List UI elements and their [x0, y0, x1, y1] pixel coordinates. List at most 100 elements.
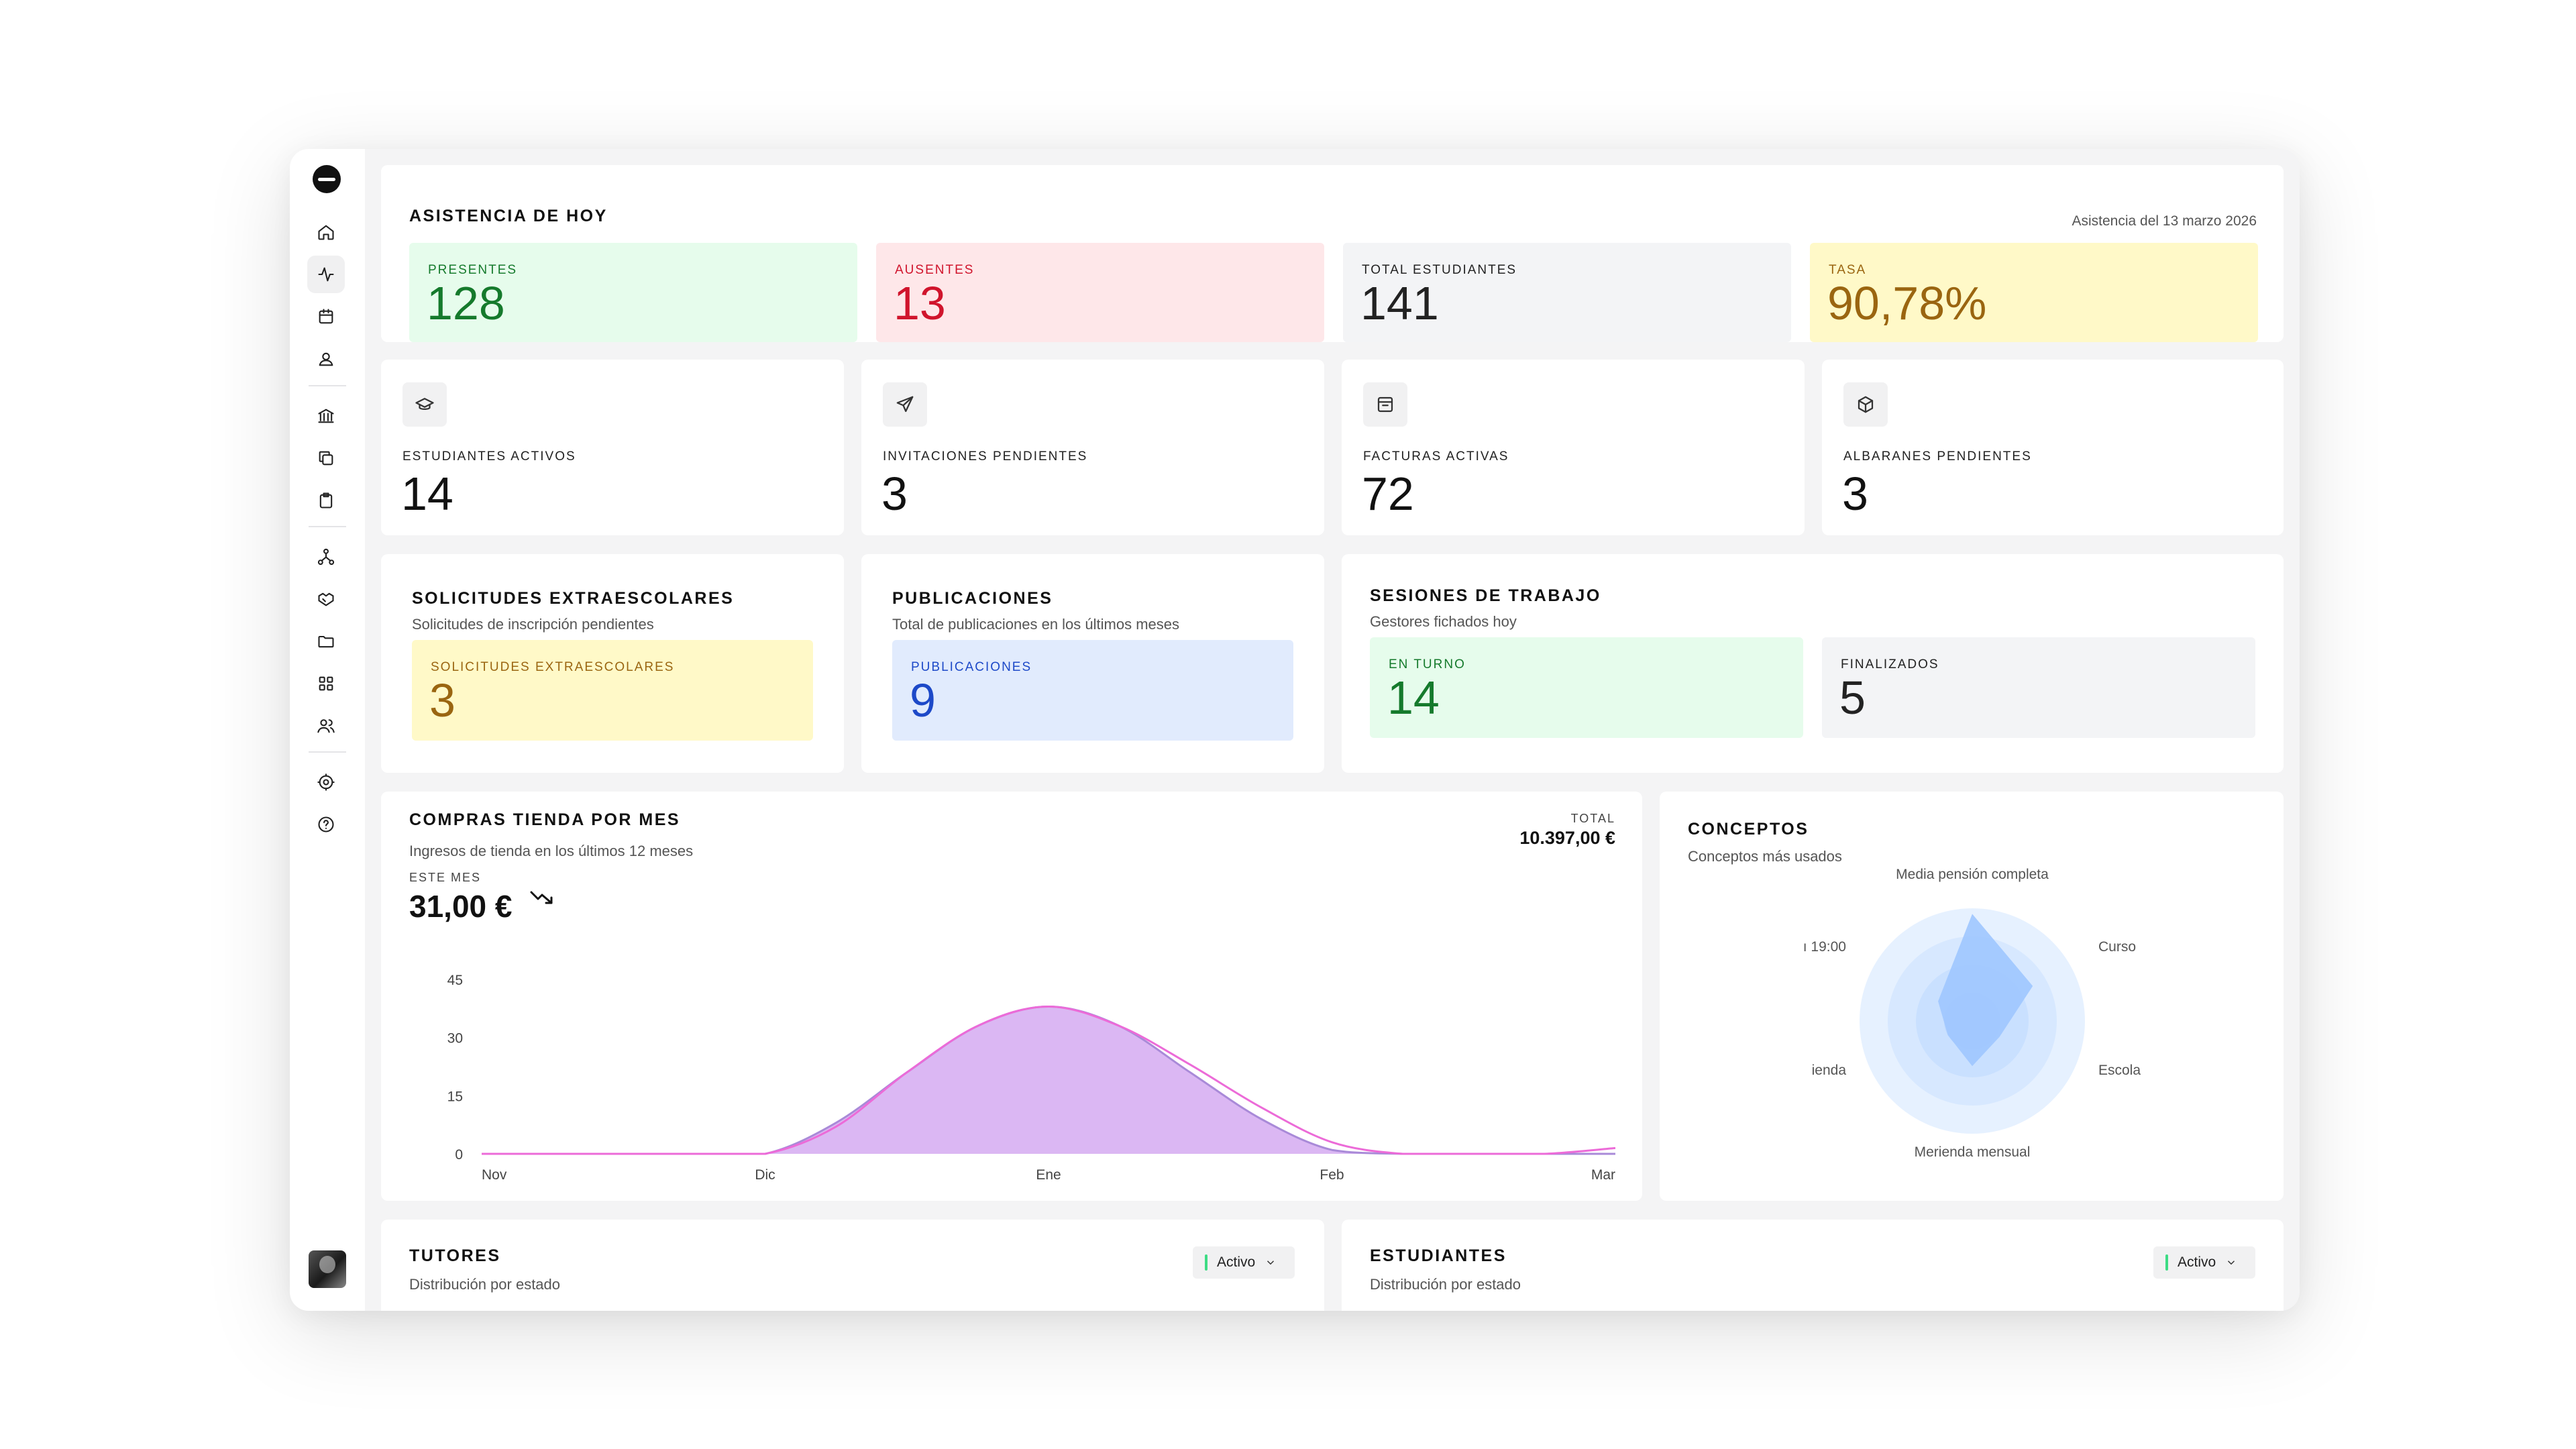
total-students-tile: TOTAL ESTUDIANTES 141	[1343, 243, 1791, 342]
x-tick-label: Dic	[755, 1167, 775, 1183]
status-indicator	[1205, 1254, 1208, 1271]
stat-card-delivery-notes[interactable]: ALBARANES PENDIENTES 3	[1822, 360, 2284, 535]
tutores-card: TUTORES Distribución por estado Activo	[381, 1220, 1324, 1311]
conceptos-subtitle: Conceptos más usados	[1688, 848, 1842, 865]
compras-area-chart[interactable]: 0 15 30 45 Nov Dic Ene Feb Mar	[381, 792, 1642, 1201]
app-window: ASISTENCIA DE HOY Asistencia del 13 marz…	[290, 149, 2300, 1311]
home-icon[interactable]	[307, 213, 345, 251]
publicaciones-card: PUBLICACIONES Total de publicaciones en …	[861, 554, 1324, 773]
sesiones-subtitle: Gestores fichados hoy	[1370, 613, 1517, 630]
handshake-icon[interactable]	[307, 580, 345, 618]
total-label: TOTAL	[1570, 812, 1615, 825]
tile-label: TOTAL ESTUDIANTES	[1362, 263, 1517, 277]
x-tick-label: Mar	[1591, 1167, 1615, 1183]
tile-label: FINALIZADOS	[1841, 657, 1939, 672]
radar-axis-label: Merienda mensual	[1915, 1144, 2031, 1160]
stat-card-students[interactable]: ESTUDIANTES ACTIVOS 14	[381, 360, 844, 535]
total-value: 10.397,00 €	[1519, 828, 1615, 848]
trend-down-icon	[530, 891, 553, 904]
publicaciones-subtitle: Total de publicaciones en los últimos me…	[892, 616, 1180, 633]
tile-label: PUBLICACIONES	[911, 660, 1032, 674]
tile-value: 90,78%	[1827, 277, 1987, 329]
settings-icon[interactable]	[307, 763, 345, 801]
network-icon[interactable]	[307, 538, 345, 576]
month-label: ESTE MES	[409, 871, 482, 884]
conceptos-card: CONCEPTOS Conceptos más usados Media pen…	[1660, 792, 2284, 1201]
publicaciones-title: PUBLICACIONES	[892, 589, 1053, 608]
sidebar-divider	[309, 526, 346, 527]
present-tile: PRESENTES 128	[409, 243, 857, 342]
estudiantes-status-select[interactable]: Activo	[2153, 1246, 2255, 1279]
tile-label: SOLICITUDES EXTRAESCOLARES	[431, 660, 675, 674]
tutores-status-select[interactable]: Activo	[1193, 1246, 1295, 1279]
grid-icon[interactable]	[307, 665, 345, 702]
compras-subtitle: Ingresos de tienda en los últimos 12 mes…	[409, 843, 694, 859]
tile-value: 14	[1387, 672, 1440, 724]
user-badge-icon[interactable]	[307, 340, 345, 378]
tile-label: PRESENTES	[428, 263, 518, 277]
calendar-icon[interactable]	[307, 298, 345, 335]
sidebar-divider	[309, 385, 346, 386]
sidebar-divider	[309, 751, 346, 753]
folder-icon[interactable]	[307, 623, 345, 660]
help-icon[interactable]	[307, 806, 345, 843]
solicitudes-card: SOLICITUDES EXTRAESCOLARES Solicitudes d…	[381, 554, 844, 773]
sesiones-card: SESIONES DE TRABAJO Gestores fichados ho…	[1342, 554, 2284, 773]
en-turno-tile[interactable]: EN TURNO 14	[1370, 637, 1803, 738]
solicitudes-tile[interactable]: SOLICITUDES EXTRAESCOLARES 3	[412, 640, 813, 741]
rate-tile: TASA 90,78%	[1810, 243, 2258, 342]
tile-value: 141	[1360, 277, 1439, 329]
tile-label: EN TURNO	[1389, 657, 1466, 672]
y-tick-label: 45	[447, 973, 463, 988]
radar-axis-label: Curso	[2098, 939, 2136, 955]
compras-card: COMPRAS TIENDA POR MES Ingresos de tiend…	[381, 792, 1642, 1201]
publicaciones-tile[interactable]: PUBLICACIONES 9	[892, 640, 1293, 741]
attendance-title: ASISTENCIA DE HOY	[409, 207, 608, 225]
conceptos-title: CONCEPTOS	[1688, 820, 1809, 839]
clipboard-icon[interactable]	[307, 482, 345, 519]
status-indicator	[2165, 1254, 2168, 1271]
send-icon	[883, 382, 927, 427]
conceptos-radar-chart[interactable]: Media pensión completa Curso Escola Meriend…	[1660, 792, 2284, 1201]
radar-axis-label: ienda	[1812, 1063, 1847, 1078]
month-value: 31,00 €	[409, 889, 513, 924]
tutores-subtitle: Distribución por estado	[409, 1276, 561, 1293]
radar-area	[1938, 914, 2033, 1067]
x-tick-label: Ene	[1036, 1167, 1061, 1183]
x-tick-label: Feb	[1320, 1167, 1344, 1183]
stat-card-invoices[interactable]: FACTURAS ACTIVAS 72	[1342, 360, 1805, 535]
select-value: Activo	[1217, 1254, 1256, 1270]
radar-axis-label: ı 19:00	[1803, 939, 1846, 955]
finalizados-tile[interactable]: FINALIZADOS 5	[1822, 637, 2255, 738]
activity-icon[interactable]	[307, 256, 345, 293]
invoice-icon	[1363, 382, 1407, 427]
chevron-down-icon	[2228, 1260, 2235, 1265]
tile-label: AUSENTES	[895, 263, 975, 277]
bank-icon[interactable]	[307, 397, 345, 435]
copy-icon[interactable]	[307, 439, 345, 477]
estudiantes-title: ESTUDIANTES	[1370, 1246, 1507, 1265]
stat-value: 72	[1362, 468, 1414, 520]
series-line	[482, 1005, 1616, 1155]
app-logo[interactable]	[313, 165, 341, 193]
estudiantes-card: ESTUDIANTES Distribución por estado Acti…	[1342, 1220, 2284, 1311]
sidebar	[290, 149, 365, 1311]
tile-value: 13	[894, 277, 946, 329]
y-tick-label: 0	[455, 1147, 463, 1163]
radar-axis-label: Media pensión completa	[1896, 867, 2049, 882]
stat-label: FACTURAS ACTIVAS	[1363, 449, 1509, 464]
y-tick-label: 30	[447, 1031, 463, 1046]
attendance-card: ASISTENCIA DE HOY Asistencia del 13 marz…	[381, 165, 2284, 342]
attendance-date: Asistencia del 13 marzo 2026	[2072, 213, 2257, 229]
stat-card-invitations[interactable]: INVITACIONES PENDIENTES 3	[861, 360, 1324, 535]
stat-value: 14	[401, 468, 453, 520]
users-icon[interactable]	[307, 707, 345, 745]
sesiones-title: SESIONES DE TRABAJO	[1370, 586, 1601, 605]
solicitudes-title: SOLICITUDES EXTRAESCOLARES	[412, 589, 735, 608]
user-avatar[interactable]	[309, 1250, 346, 1288]
x-tick-label: Nov	[482, 1167, 507, 1183]
stat-label: ALBARANES PENDIENTES	[1843, 449, 2032, 464]
absent-tile: AUSENTES 13	[876, 243, 1324, 342]
series-area	[482, 1006, 1615, 1154]
stat-label: ESTUDIANTES ACTIVOS	[402, 449, 576, 464]
